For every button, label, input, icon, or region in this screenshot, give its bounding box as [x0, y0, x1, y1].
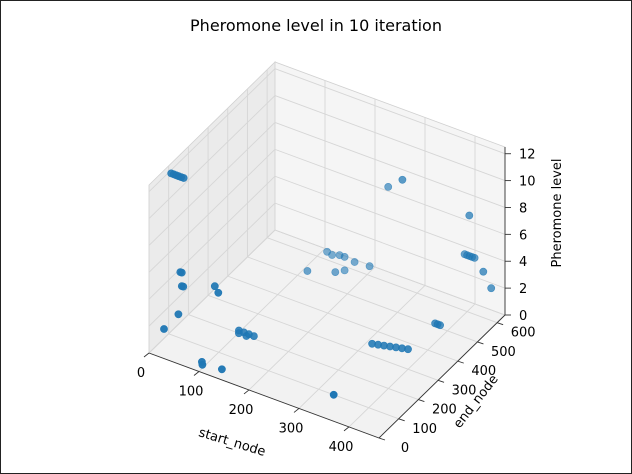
z-tick-label: 0 [519, 309, 527, 324]
y-tick-mark [437, 379, 445, 383]
data-point [179, 174, 188, 182]
z-tick-label: 2 [519, 282, 527, 297]
grid-line-y [266, 237, 498, 324]
data-point [249, 332, 258, 340]
data-point [465, 211, 474, 220]
y-tick-label: 600 [511, 326, 536, 341]
grid-line-z [148, 149, 276, 273]
grid-lines [148, 62, 506, 439]
y-tick-mark [398, 418, 405, 422]
z-axis-label: Pheromone level [550, 159, 565, 268]
data-point [479, 267, 488, 276]
grid-line-x [298, 285, 426, 409]
data-point [365, 262, 374, 271]
y-tick-mark [496, 322, 504, 326]
data-point [350, 258, 359, 266]
x-tick-label: 400 [329, 440, 354, 455]
data-point [340, 266, 349, 275]
x-tick-mark [143, 352, 150, 358]
x-tick-mark [343, 426, 350, 432]
grid-line-z [274, 148, 506, 235]
grid-line-z [274, 122, 506, 208]
data-point [470, 253, 479, 262]
data-point [174, 310, 183, 319]
grid-line-x [348, 303, 476, 428]
chart-title: Pheromone level in 10 iteration [190, 16, 442, 35]
y-tick-mark [418, 399, 425, 402]
grid-line-z [274, 202, 506, 289]
y-tick-mark [457, 360, 464, 364]
grid-line-z [148, 175, 276, 300]
data-point [404, 345, 412, 354]
x-tick-label: 0 [137, 366, 145, 381]
data-point [340, 252, 349, 261]
data-point [210, 282, 219, 291]
z-tick-label: 10 [519, 175, 536, 190]
y-tick-label: 200 [432, 403, 457, 418]
y-axis-label: end_node [451, 372, 502, 431]
data-point [487, 284, 496, 293]
grid-line-y [168, 333, 399, 420]
y-axis-line [378, 314, 506, 439]
y-tick-label: 500 [491, 345, 516, 360]
data-point [331, 268, 340, 276]
x-tick-mark [293, 408, 300, 413]
grid-line-z [274, 95, 506, 182]
grid-line-z [148, 229, 276, 354]
y-tick-mark [378, 437, 386, 441]
grid-line-z [148, 122, 276, 246]
data-point [436, 321, 444, 330]
grid-line-z [274, 175, 506, 262]
axis-lines [143, 147, 511, 441]
grid-line-y [227, 275, 458, 362]
x-tick-label: 100 [179, 384, 204, 399]
data-point [329, 390, 338, 399]
data-point [328, 251, 336, 259]
z-tick-label: 4 [519, 255, 527, 270]
data-point [160, 325, 168, 333]
data-point [384, 182, 393, 191]
grid-line-z [274, 229, 506, 316]
x-axis-label: start_node [197, 425, 268, 460]
grid-line-x [248, 266, 376, 391]
grid-line-z [148, 202, 276, 327]
data-point [303, 267, 312, 275]
y-tick-label: 0 [401, 441, 409, 456]
z-tick-label: 8 [519, 201, 527, 216]
data-points [160, 169, 496, 399]
x-axis-line [148, 352, 380, 439]
data-point [398, 175, 407, 184]
z-tick-label: 12 [519, 148, 536, 163]
data-point [198, 360, 207, 369]
x-tick-label: 200 [229, 403, 254, 418]
grid-line-x [198, 248, 326, 372]
y-tick-label: 400 [471, 364, 496, 379]
x-tick-label: 300 [279, 421, 304, 436]
grid-line-z [148, 95, 276, 219]
y-tick-mark [477, 341, 484, 345]
grid-line-y [207, 294, 439, 381]
x-tick-mark [193, 371, 200, 376]
data-point [217, 365, 226, 374]
data-point [214, 288, 223, 297]
y-tick-label: 300 [452, 383, 477, 398]
grid-line-z [274, 68, 506, 155]
data-point [177, 268, 186, 277]
x-tick-mark [243, 389, 250, 395]
data-point [179, 282, 188, 291]
y-tick-label: 100 [412, 422, 437, 437]
z-tick-label: 6 [519, 228, 527, 243]
grid-line-y [188, 314, 419, 400]
